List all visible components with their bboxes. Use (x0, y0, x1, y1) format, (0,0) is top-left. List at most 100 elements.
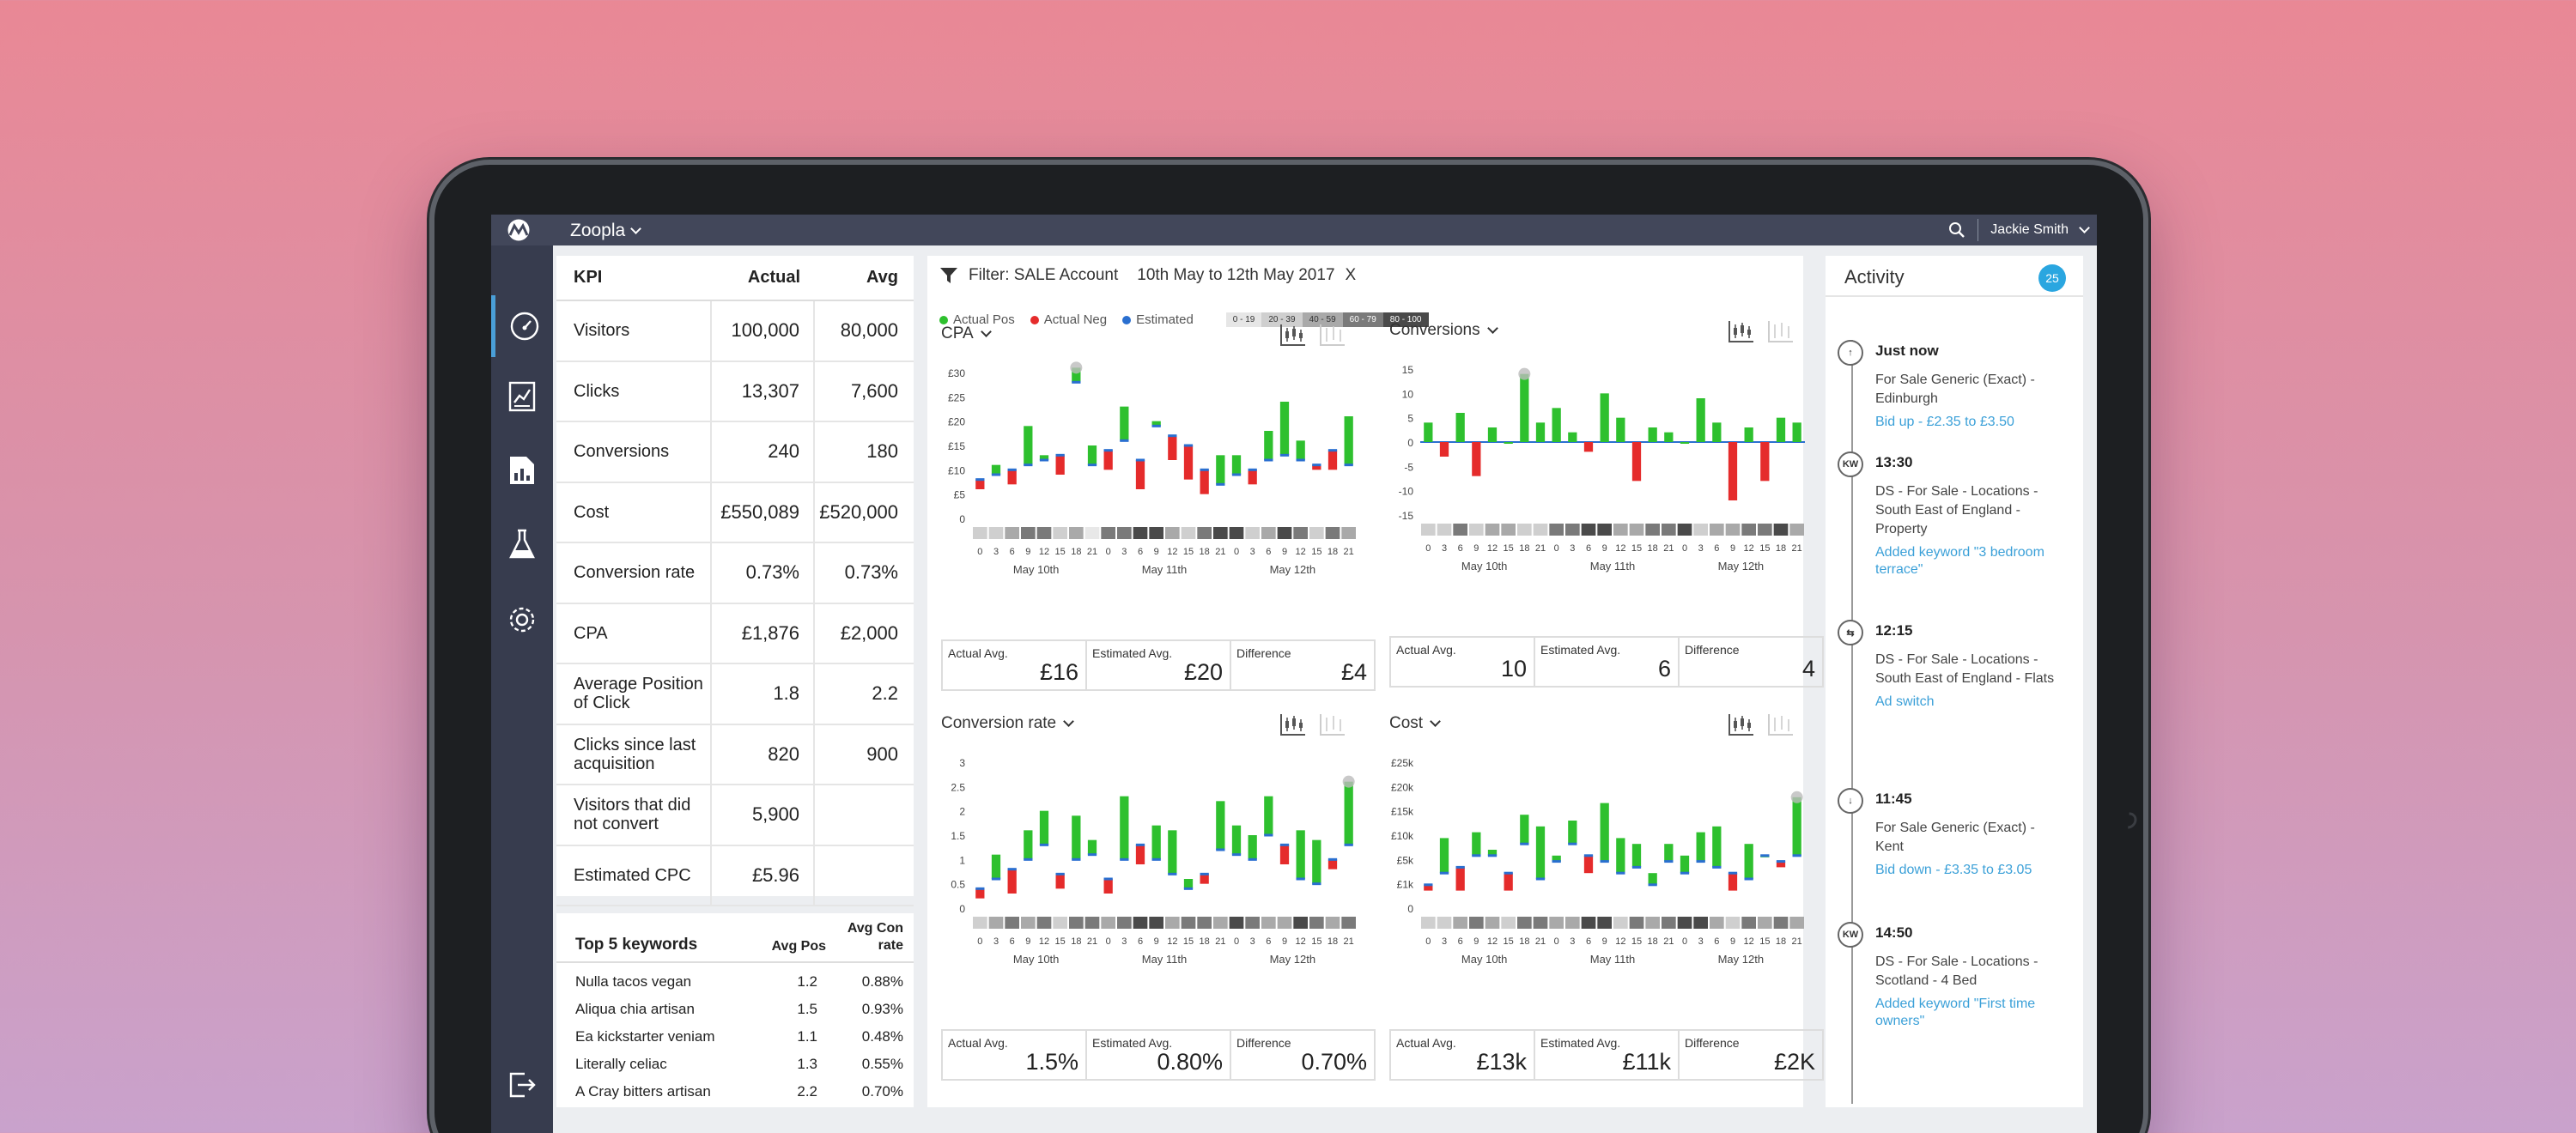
search-icon[interactable] (1948, 221, 1965, 239)
sidebar-item-settings[interactable] (491, 589, 553, 651)
marker-estimated (1264, 833, 1273, 837)
candlestick-view-icon[interactable] (1728, 712, 1755, 736)
x-tick-label: 18 (1648, 936, 1658, 947)
chart-title-dropdown[interactable]: CPA (941, 324, 992, 343)
sidebar-item-logout[interactable] (491, 1054, 553, 1116)
sidebar-item-documents[interactable] (491, 439, 553, 501)
marker-estimated (975, 887, 985, 890)
kpi-row[interactable]: Visitors that did not convert 5,900 (556, 785, 914, 846)
kpi-row[interactable]: Estimated CPC £5.96 (556, 845, 914, 906)
event-action-link[interactable]: Bid down - £3.35 to £3.05 (1875, 863, 2032, 877)
bar-view-icon[interactable] (1767, 712, 1795, 736)
kpi-row[interactable]: Visitors 100,000 80,000 (556, 300, 914, 362)
account-selector[interactable]: Zoopla (570, 221, 642, 241)
heat-cell (1773, 524, 1789, 536)
marker-estimated (1439, 871, 1449, 875)
x-tick-label: 3 (1121, 547, 1127, 557)
event-action-link[interactable]: Added keyword "3 bedroom terrace" (1875, 545, 2044, 577)
marker-estimated (1279, 843, 1290, 846)
filter-funnel-icon[interactable] (939, 266, 958, 285)
sidebar-item-reports[interactable] (491, 366, 553, 427)
keyword-row[interactable]: Literally celiac 1.3 0.55% (556, 1051, 914, 1078)
kpi-row[interactable]: Cost £550,089 £520,000 (556, 482, 914, 543)
bar-actual (1151, 825, 1161, 860)
footer-label: Difference (1685, 643, 1740, 657)
bar-actual (1103, 879, 1113, 894)
candlestick-view-icon[interactable] (1279, 323, 1307, 347)
marker-estimated (1696, 860, 1705, 863)
x-tick-label: 12 (1039, 547, 1049, 557)
kpi-row[interactable]: Conversion rate 0.73% 0.73% (556, 542, 914, 604)
heat-cell (1485, 524, 1500, 536)
event-action-link[interactable]: Ad switch (1875, 694, 1935, 709)
kpi-row[interactable]: Conversions 240 180 (556, 421, 914, 483)
bar-actual (1487, 427, 1498, 442)
event-time: 14:50 (1875, 924, 1913, 941)
event-action-link[interactable]: Added keyword "First time owners" (1875, 997, 2036, 1028)
sidebar-item-dashboard[interactable] (491, 295, 553, 357)
x-tick-label: 18 (1327, 547, 1338, 557)
heat-cell (1165, 917, 1180, 929)
marker-estimated (1792, 854, 1801, 857)
bar-actual (1472, 832, 1481, 856)
sidebar-item-experiments[interactable] (491, 513, 553, 575)
x-tick-label: 3 (1442, 543, 1447, 554)
footer-value: 0.80% (1157, 1049, 1223, 1075)
bar-actual (991, 854, 1001, 879)
y-tick-label: £10 (948, 464, 965, 476)
user-name[interactable]: Jackie Smith (1990, 222, 2069, 237)
marker-estimated (1135, 843, 1145, 846)
x-tick-label: 6 (1138, 547, 1143, 557)
bar-actual (1504, 873, 1513, 891)
marker-estimated (1120, 439, 1129, 442)
candlestick-view-icon[interactable] (1728, 319, 1755, 343)
x-tick-label: 15 (1055, 547, 1066, 557)
bar-actual (1312, 464, 1321, 470)
bar-view-icon[interactable] (1319, 323, 1346, 347)
keyword-row[interactable]: Ea kickstarter veniam 1.1 0.48% (556, 1023, 914, 1051)
bar-view-icon[interactable] (1767, 319, 1795, 343)
x-tick-label: 6 (1586, 543, 1591, 554)
candlestick-view-icon[interactable] (1279, 712, 1307, 736)
activity-count-badge[interactable]: 25 (2038, 264, 2066, 292)
footer-label: Actual Avg. (1396, 643, 1456, 657)
y-tick-label: 0 (959, 513, 965, 525)
heat-cell (1453, 917, 1467, 929)
user-chevron-down-icon[interactable] (2079, 222, 2090, 233)
kpi-row[interactable]: Clicks 13,307 7,600 (556, 360, 914, 422)
x-tick-label: 15 (1504, 936, 1514, 947)
y-tick-label: £30 (948, 367, 965, 379)
kpi-avg: 0.73% (814, 542, 914, 604)
logo-mark-icon[interactable] (503, 219, 534, 241)
chart-legend: Actual Pos Actual Neg Estimated 0 - 19 2… (939, 312, 1429, 327)
marker-estimated (975, 478, 985, 482)
heat-cell (1021, 917, 1036, 929)
keyword-row[interactable]: A Cray bitters artisan 2.2 0.70% (556, 1078, 914, 1106)
event-action-link[interactable]: Bid up - £2.35 to £3.50 (1875, 415, 2014, 429)
keyword-row[interactable]: Aliqua chia artisan 1.5 0.93% (556, 996, 914, 1023)
hover-marker (1518, 367, 1531, 380)
heat-cell (1181, 917, 1196, 929)
filter-clear-button[interactable]: X (1345, 266, 1357, 284)
kpi-row[interactable]: Average Position of Click 1.8 2.2 (556, 663, 914, 725)
chart-title-dropdown[interactable]: Conversions (1389, 321, 1498, 340)
bar-actual (1279, 845, 1290, 864)
heat-cell (1036, 917, 1052, 929)
day-label: May 10th (1013, 953, 1059, 966)
x-tick-label: 21 (1215, 547, 1225, 557)
chart-title-dropdown[interactable]: Cost (1389, 714, 1441, 733)
bar-actual (1760, 442, 1770, 482)
kpi-row[interactable]: Clicks since last acquisition 820 900 (556, 724, 914, 785)
event-time: 11:45 (1875, 791, 1912, 807)
chart-panel-conversions: Conversions Actual Avg. 10 Estimated Avg. 6 D… (1376, 307, 1824, 698)
keyword-row[interactable]: Nulla tacos vegan 1.2 0.88% (556, 968, 914, 996)
kpi-row[interactable]: CPA £1,876 £2,000 (556, 603, 914, 664)
marker-estimated (1151, 424, 1161, 427)
footer-label: Difference (1236, 1036, 1291, 1050)
bar-view-icon[interactable] (1319, 712, 1346, 736)
marker-estimated (1200, 872, 1209, 876)
x-tick-label: 0 (1682, 543, 1687, 554)
chart-title-dropdown[interactable]: Conversion rate (941, 714, 1074, 733)
keywords-header-rate: Avg Con rate (847, 921, 903, 953)
filter-bar[interactable]: Filter: SALE Account 10th May to 12th Ma… (939, 266, 1356, 285)
